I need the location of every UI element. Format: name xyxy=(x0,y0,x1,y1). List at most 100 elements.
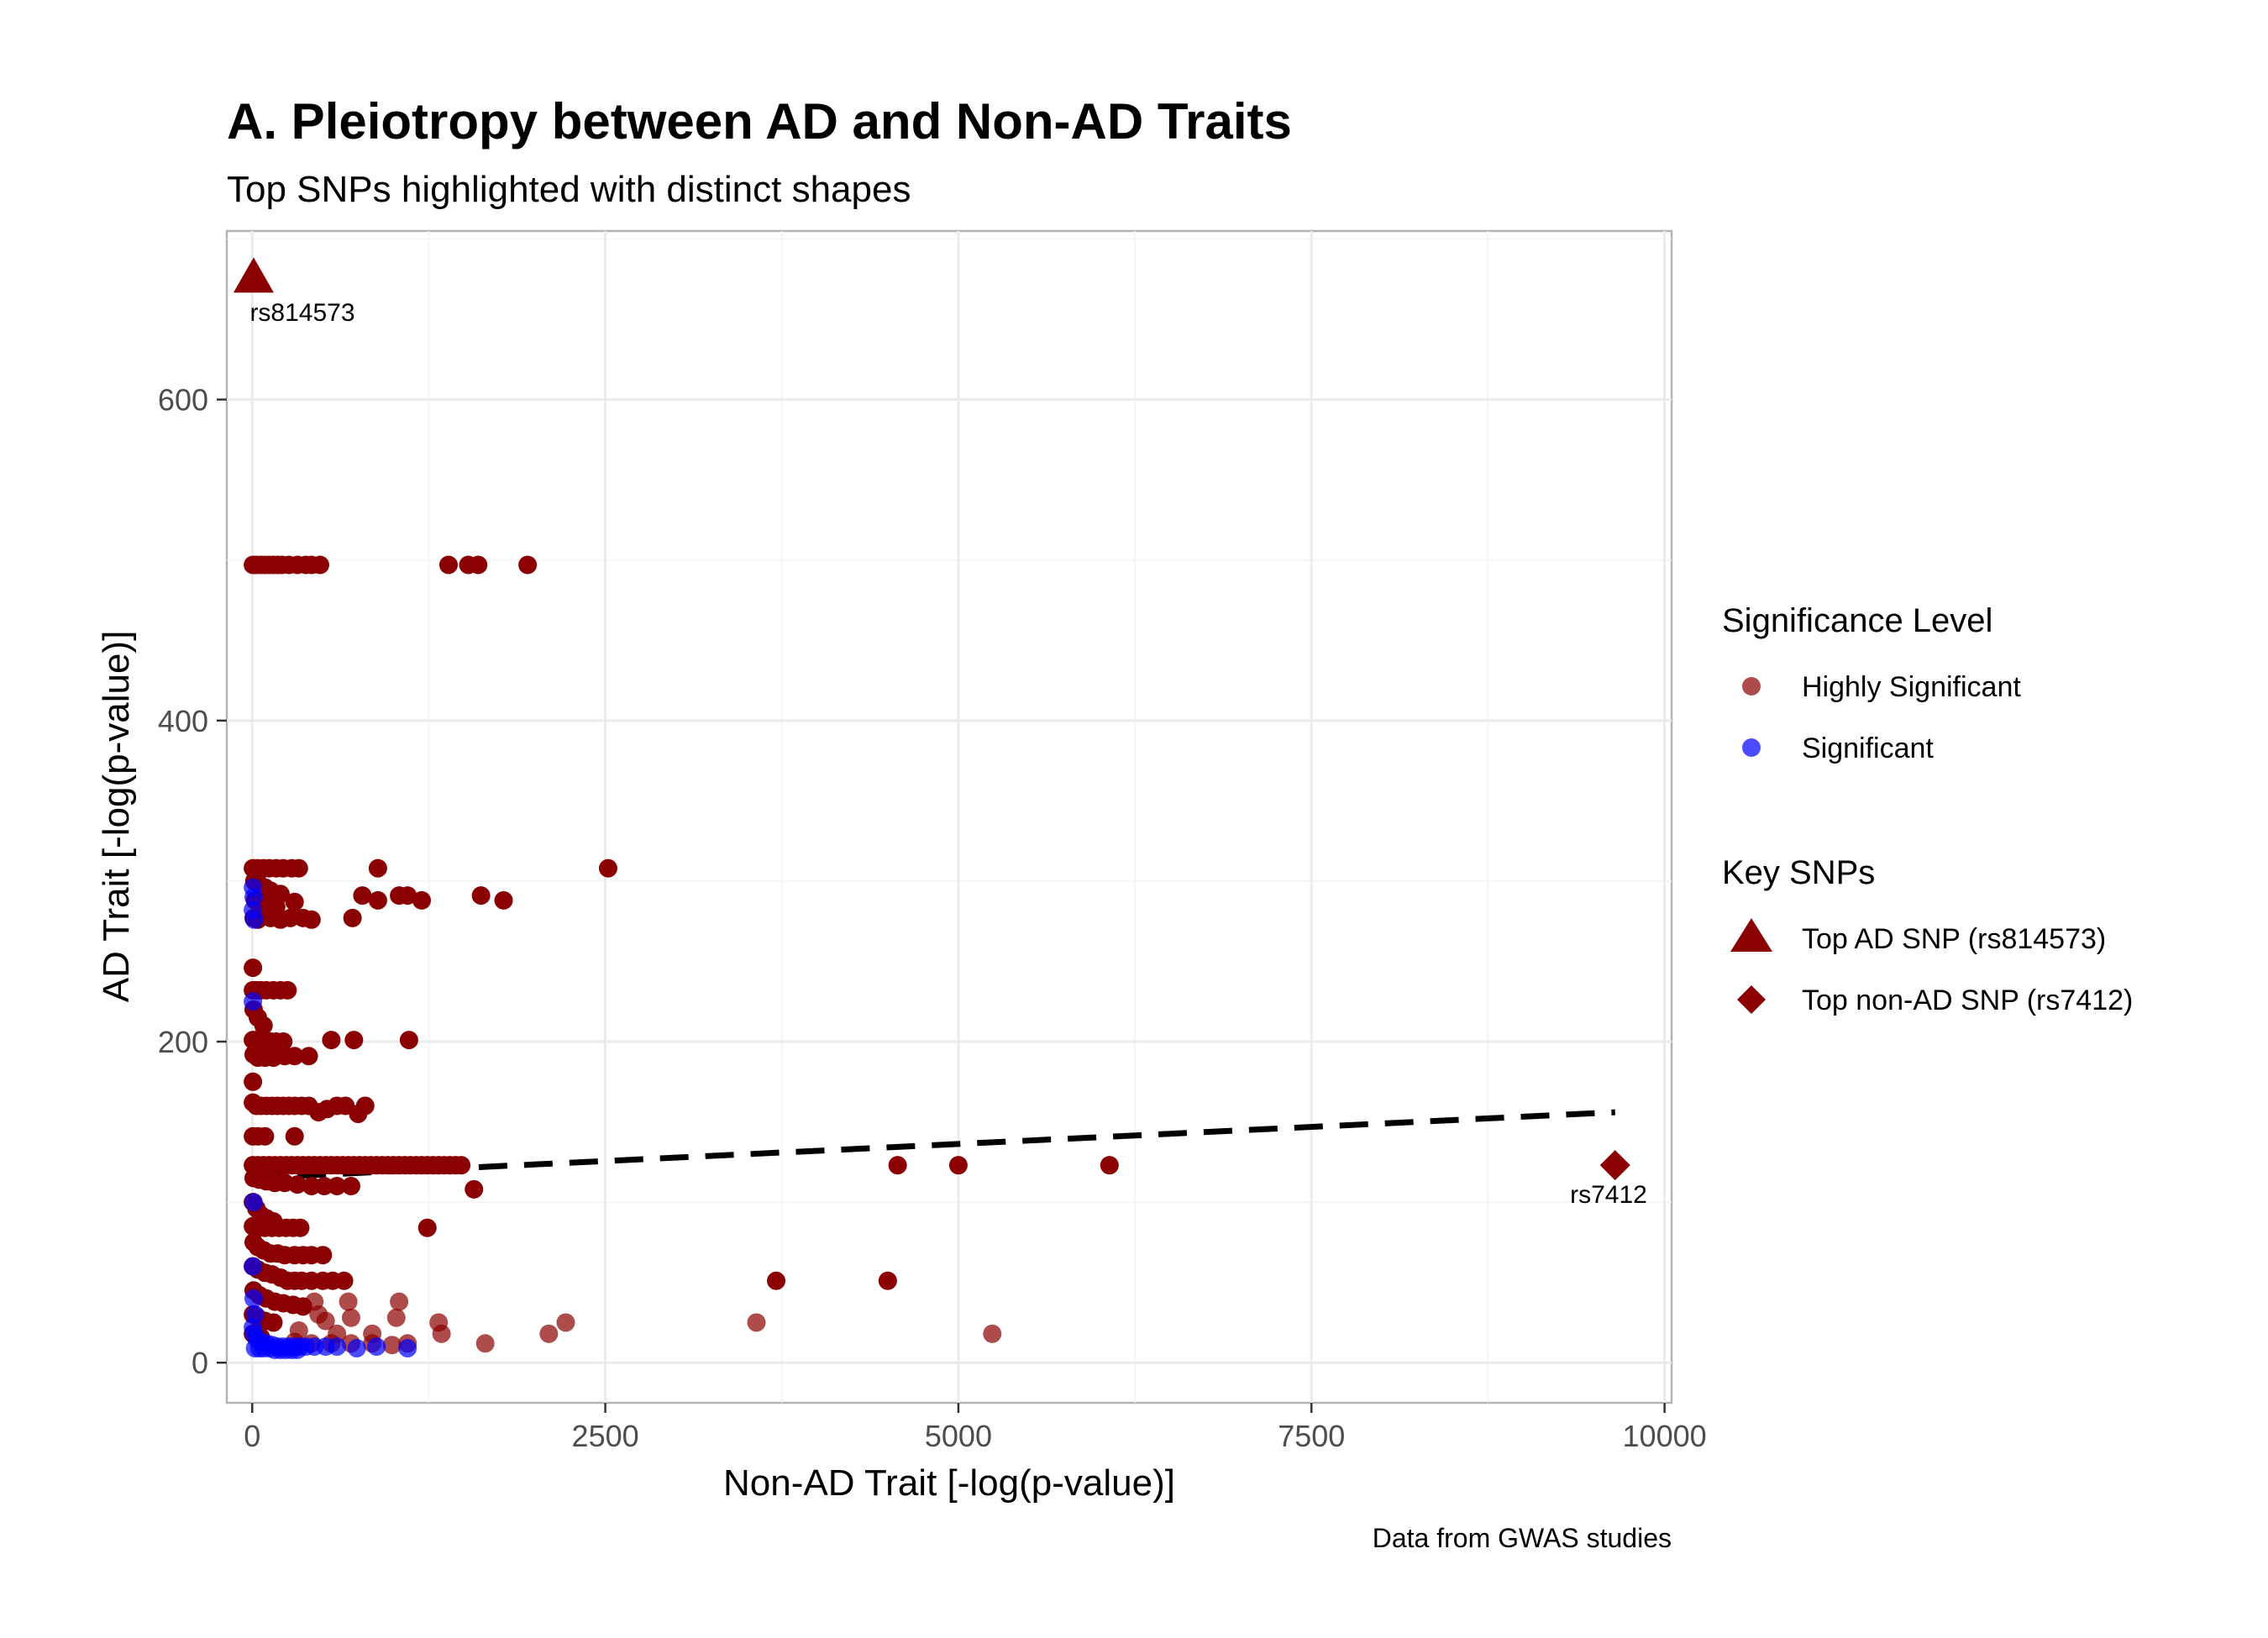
point-significant xyxy=(367,1337,386,1357)
point-highly-significant-faded xyxy=(382,1336,402,1355)
point-highly-significant xyxy=(285,892,304,911)
point-highly-significant xyxy=(285,1047,304,1066)
point-highly-significant xyxy=(315,1177,334,1196)
point-highly-significant xyxy=(255,1126,275,1146)
point-highly-significant-faded xyxy=(316,1311,335,1331)
point-highly-significant-faded xyxy=(386,1308,406,1327)
point-highly-significant xyxy=(399,1031,418,1050)
legend-key-triangle xyxy=(1730,918,1772,952)
key-snp-diamond xyxy=(1599,1150,1630,1181)
legend-significance: Significance Level Highly Significant Si… xyxy=(1722,602,2021,764)
point-highly-significant xyxy=(948,1156,968,1175)
point-highly-significant xyxy=(244,1072,263,1091)
point-highly-significant xyxy=(343,908,362,927)
point-highly-significant xyxy=(767,1271,786,1290)
point-highly-significant xyxy=(281,908,300,927)
point-significant xyxy=(288,1340,307,1359)
annotation-rs7412: rs7412 xyxy=(1570,1181,1647,1209)
y-tick-label: 400 xyxy=(158,704,208,738)
point-highly-significant xyxy=(291,1218,310,1237)
chart-subtitle: Top SNPs highlighted with distinct shape… xyxy=(227,169,911,210)
point-significant xyxy=(398,1339,417,1358)
y-axis-ticks: 0 200 400 600 xyxy=(158,383,227,1380)
point-highly-significant xyxy=(302,1177,321,1196)
point-highly-significant xyxy=(368,858,387,878)
legend-key-snps-title: Key SNPs xyxy=(1722,854,1875,891)
point-highly-significant xyxy=(289,858,308,878)
point-significant xyxy=(244,1257,263,1276)
legend-label-top-ad-snp: Top AD SNP (rs814573) xyxy=(1802,923,2106,955)
point-significant xyxy=(244,910,264,929)
point-significant xyxy=(244,1289,263,1308)
point-highly-significant xyxy=(341,1177,360,1196)
point-highly-significant xyxy=(471,886,491,906)
point-significant xyxy=(347,1339,366,1358)
point-highly-significant-faded xyxy=(390,1292,409,1311)
key-snp-triangle xyxy=(233,257,274,293)
point-highly-significant xyxy=(494,890,513,910)
y-tick-label: 0 xyxy=(192,1346,208,1380)
y-tick-label: 600 xyxy=(158,383,208,417)
point-highly-significant xyxy=(299,1047,318,1066)
point-highly-significant-faded xyxy=(983,1324,1002,1343)
point-highly-significant xyxy=(412,890,432,910)
x-axis-label: Non-AD Trait [-log(p-value)] xyxy=(723,1462,1175,1504)
point-highly-significant xyxy=(398,886,417,906)
point-highly-significant xyxy=(288,1175,307,1194)
point-highly-significant-faded xyxy=(747,1313,766,1332)
point-highly-significant xyxy=(302,910,321,929)
point-highly-significant xyxy=(368,890,387,910)
point-highly-significant-faded xyxy=(432,1324,451,1343)
point-significant xyxy=(244,1193,263,1212)
point-highly-significant xyxy=(598,858,617,878)
point-highly-significant xyxy=(452,1156,471,1175)
x-tick-label: 5000 xyxy=(925,1419,992,1453)
point-highly-significant xyxy=(1100,1156,1119,1175)
point-highly-significant xyxy=(878,1271,897,1290)
point-highly-significant xyxy=(469,555,488,575)
point-highly-significant-faded xyxy=(475,1334,495,1353)
point-highly-significant xyxy=(518,555,538,575)
point-highly-significant xyxy=(417,1218,437,1237)
point-highly-significant-faded xyxy=(556,1313,575,1332)
legend-label-significant: Significant xyxy=(1802,732,1934,764)
legend-label-top-non-ad-snp: Top non-AD SNP (rs7412) xyxy=(1802,984,2133,1016)
annotation-rs814573: rs814573 xyxy=(249,299,354,327)
x-tick-label: 0 xyxy=(244,1419,260,1453)
legend-key-significant xyxy=(1742,738,1761,757)
legend-significance-title: Significance Level xyxy=(1722,602,1992,639)
grid-lines xyxy=(227,231,1672,1403)
point-significant xyxy=(244,992,263,1011)
y-tick-label: 200 xyxy=(158,1025,208,1059)
point-highly-significant xyxy=(888,1156,907,1175)
point-highly-significant xyxy=(264,1313,283,1332)
data-points xyxy=(244,555,1119,1359)
point-highly-significant xyxy=(310,555,329,575)
point-highly-significant xyxy=(334,1271,354,1290)
x-tick-label: 2500 xyxy=(572,1419,639,1453)
point-highly-significant-faded xyxy=(339,1292,358,1311)
point-highly-significant xyxy=(274,1032,293,1052)
point-highly-significant xyxy=(465,1179,484,1199)
point-highly-significant xyxy=(244,958,263,978)
legend-key-snps: Key SNPs Top AD SNP (rs814573) Top non-A… xyxy=(1722,854,2133,1016)
legend-label-highly-significant: Highly Significant xyxy=(1802,671,2021,703)
plot-panel xyxy=(225,229,1673,1404)
x-tick-label: 10000 xyxy=(1623,1419,1707,1453)
point-significant xyxy=(328,1337,347,1357)
trend-line-group xyxy=(252,1109,1615,1181)
trend-line xyxy=(252,1109,1615,1181)
caption: Data from GWAS studies xyxy=(1373,1523,1672,1553)
point-highly-significant xyxy=(278,980,297,1000)
point-highly-significant-faded xyxy=(539,1324,559,1343)
point-highly-significant xyxy=(438,555,458,575)
point-highly-significant xyxy=(322,1031,341,1050)
point-highly-significant xyxy=(313,1246,333,1265)
point-highly-significant xyxy=(328,1177,347,1196)
point-highly-significant xyxy=(344,1031,364,1050)
x-tick-label: 7500 xyxy=(1278,1419,1345,1453)
point-highly-significant xyxy=(285,1126,304,1146)
chart-title: A. Pleiotropy between AD and Non-AD Trai… xyxy=(227,93,1292,150)
y-axis-label: AD Trait [-log(p-value)] xyxy=(96,631,137,1003)
legend-key-highly-significant xyxy=(1742,677,1761,696)
